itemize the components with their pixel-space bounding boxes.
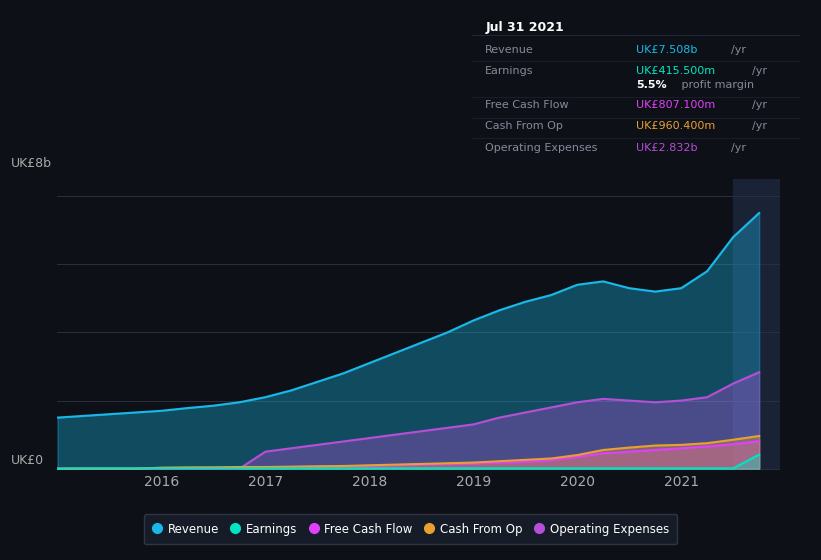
- Text: profit margin: profit margin: [678, 80, 754, 90]
- Text: UK£415.500m: UK£415.500m: [636, 66, 715, 76]
- Text: Revenue: Revenue: [485, 45, 534, 55]
- Text: UK£2.832b: UK£2.832b: [636, 143, 698, 153]
- Text: /yr: /yr: [731, 45, 745, 55]
- Text: Jul 31 2021: Jul 31 2021: [485, 21, 564, 34]
- Text: UK£7.508b: UK£7.508b: [636, 45, 698, 55]
- Text: Earnings: Earnings: [485, 66, 534, 76]
- Legend: Revenue, Earnings, Free Cash Flow, Cash From Op, Operating Expenses: Revenue, Earnings, Free Cash Flow, Cash …: [144, 515, 677, 544]
- Text: UK£0: UK£0: [11, 455, 44, 468]
- Text: /yr: /yr: [752, 120, 767, 130]
- Text: Free Cash Flow: Free Cash Flow: [485, 100, 569, 110]
- Text: Operating Expenses: Operating Expenses: [485, 143, 598, 153]
- Bar: [733, 179, 780, 470]
- Text: /yr: /yr: [752, 66, 767, 76]
- Text: UK£960.400m: UK£960.400m: [636, 120, 716, 130]
- Text: Cash From Op: Cash From Op: [485, 120, 563, 130]
- Text: /yr: /yr: [731, 143, 745, 153]
- Text: 5.5%: 5.5%: [636, 80, 667, 90]
- Text: /yr: /yr: [752, 100, 767, 110]
- Text: UK£8b: UK£8b: [11, 157, 52, 170]
- Text: UK£807.100m: UK£807.100m: [636, 100, 716, 110]
